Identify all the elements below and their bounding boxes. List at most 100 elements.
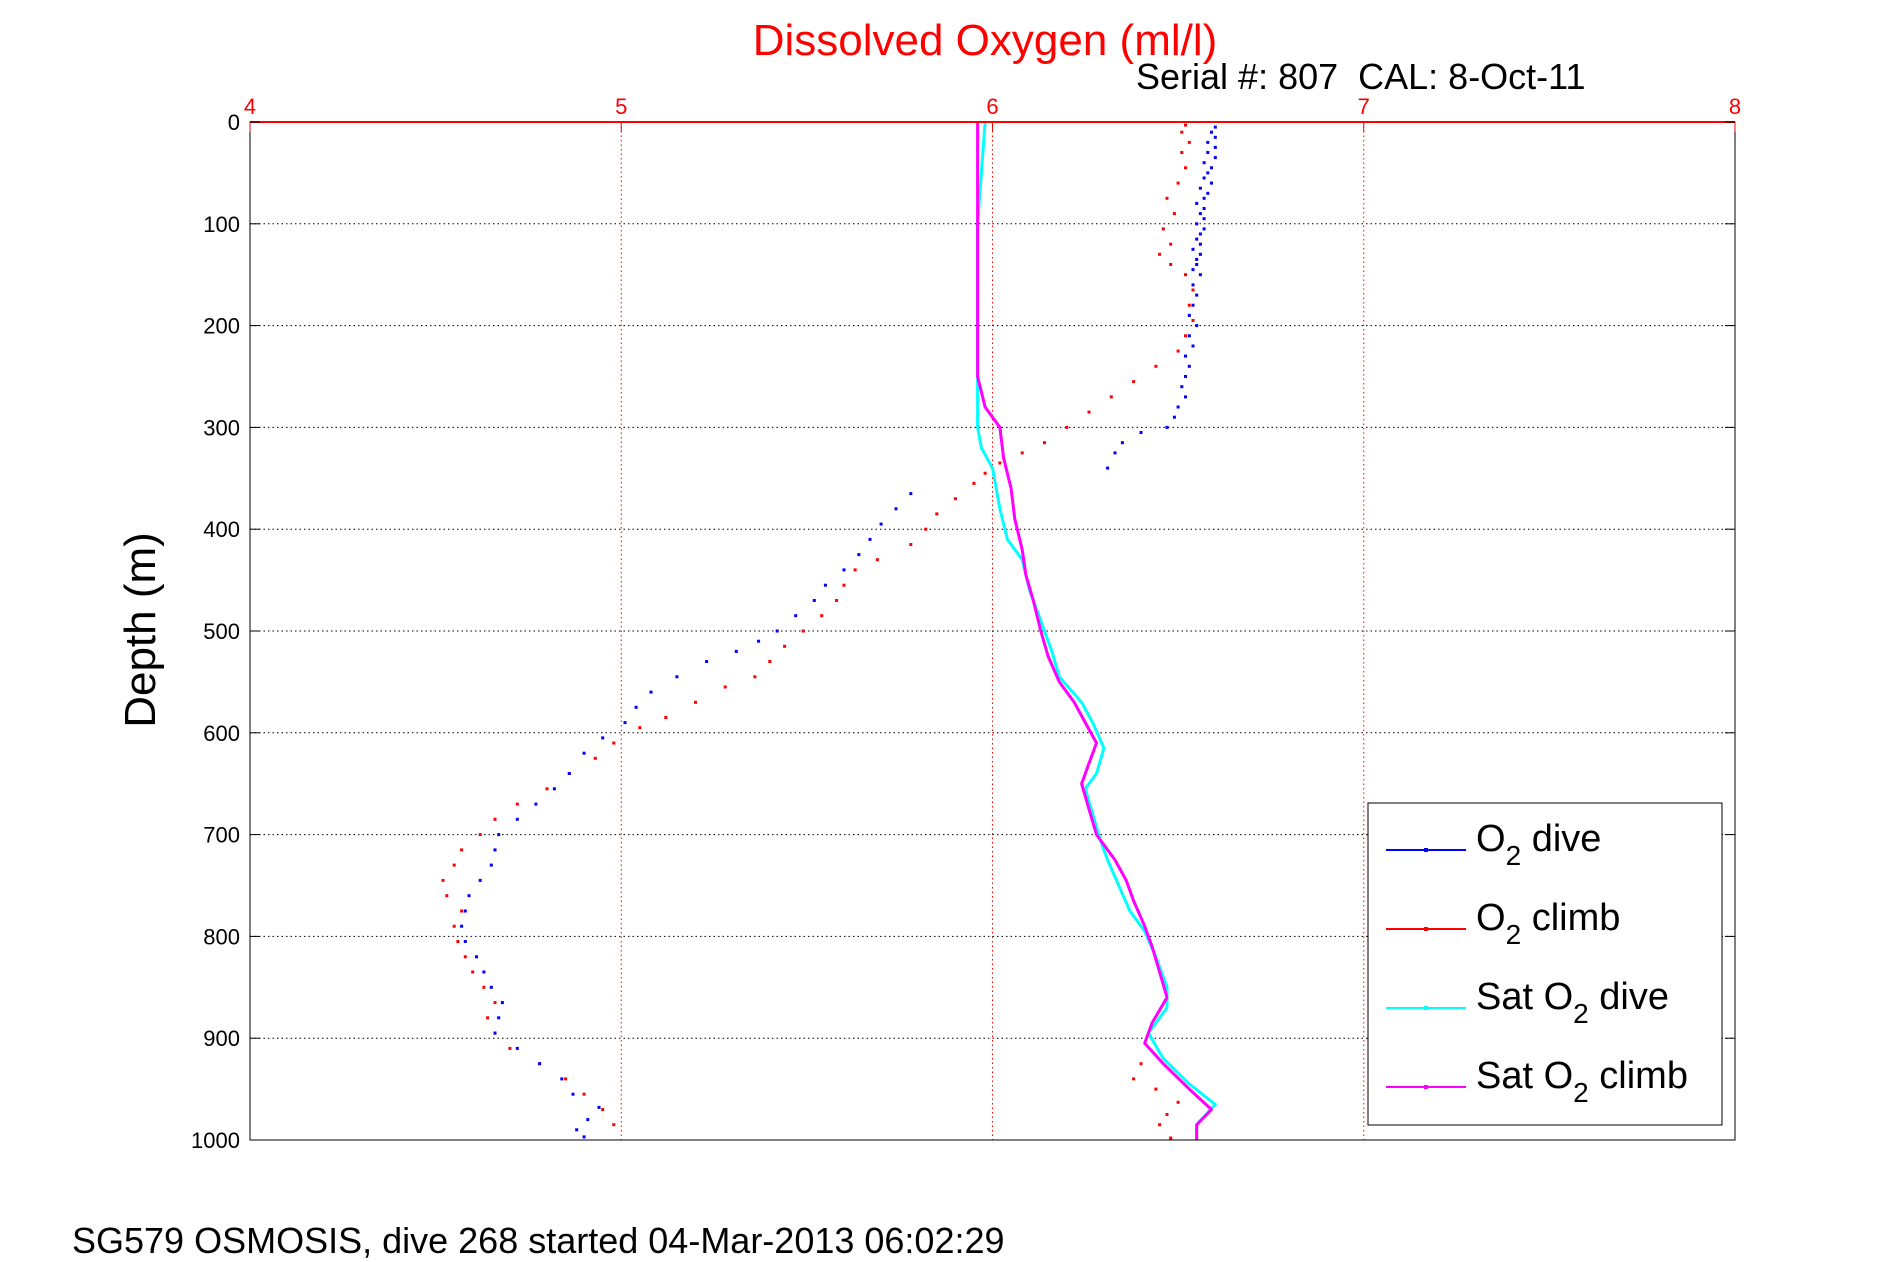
point-o2-climb-35 bbox=[694, 700, 697, 704]
point-o2-dive-6 bbox=[1213, 156, 1217, 160]
point-o2-dive-63 bbox=[649, 690, 653, 694]
point-o2-dive-28 bbox=[1191, 268, 1195, 272]
x-tick-label-2: 6 bbox=[986, 94, 998, 119]
point-o2-climb-28 bbox=[515, 802, 519, 806]
point-o2-dive-62 bbox=[675, 675, 679, 679]
point-o2-dive-85 bbox=[493, 1031, 497, 1035]
point-o2-climb-33 bbox=[638, 726, 642, 730]
point-o2-dive-61 bbox=[705, 660, 709, 663]
point-o2-climb-45 bbox=[875, 558, 879, 562]
legend-marker-sat-dive bbox=[1424, 1006, 1428, 1010]
point-o2-dive-2 bbox=[1213, 135, 1217, 139]
legend-label-sat-climb: Sat O2 climb bbox=[1476, 1055, 1688, 1108]
point-o2-dive-22 bbox=[1195, 237, 1199, 241]
point-o2-dive-30 bbox=[1191, 283, 1195, 287]
point-o2-climb-39 bbox=[783, 644, 787, 648]
point-o2-dive-25 bbox=[1198, 252, 1202, 256]
point-o2-climb-63 bbox=[1187, 303, 1191, 307]
point-o2-dive-26 bbox=[1195, 257, 1199, 261]
point-o2-climb-36 bbox=[723, 685, 727, 689]
point-o2-dive-65 bbox=[623, 721, 627, 725]
point-o2-dive-55 bbox=[823, 583, 827, 587]
point-o2-dive-50 bbox=[894, 507, 898, 511]
y-tick-label-10: 1000 bbox=[191, 1128, 240, 1153]
x-tick-label-3: 7 bbox=[1358, 94, 1370, 119]
point-o2-climb-16 bbox=[482, 985, 486, 989]
point-o2-climb-69 bbox=[1161, 227, 1165, 231]
point-o2-climb-49 bbox=[953, 497, 957, 501]
point-o2-climb-18 bbox=[463, 955, 467, 959]
point-o2-dive-48 bbox=[1106, 466, 1110, 470]
point-o2-dive-87 bbox=[538, 1062, 542, 1066]
point-o2-climb-47 bbox=[924, 527, 928, 531]
point-o2-dive-64 bbox=[634, 705, 638, 709]
point-o2-climb-68 bbox=[1169, 242, 1173, 246]
point-o2-dive-29 bbox=[1198, 273, 1202, 277]
point-o2-dive-89 bbox=[571, 1092, 575, 1096]
y-tick-label-1: 100 bbox=[203, 212, 240, 237]
line-sat-climb bbox=[976, 122, 1213, 1140]
point-o2-climb-70 bbox=[1172, 212, 1176, 216]
point-o2-climb-23 bbox=[441, 878, 445, 882]
point-o2-climb-74 bbox=[1180, 151, 1184, 154]
point-o2-dive-47 bbox=[1113, 451, 1117, 455]
point-o2-dive-17 bbox=[1198, 212, 1202, 216]
point-o2-dive-86 bbox=[515, 1046, 519, 1050]
point-o2-dive-52 bbox=[868, 537, 872, 541]
point-o2-climb-51 bbox=[983, 471, 987, 475]
point-o2-climb-40 bbox=[801, 629, 805, 633]
point-o2-dive-7 bbox=[1202, 161, 1206, 165]
point-o2-climb-15 bbox=[493, 1001, 497, 1005]
point-o2-climb-64 bbox=[1191, 288, 1195, 292]
y-tick-label-3: 300 bbox=[203, 415, 240, 440]
series-sat-climb bbox=[976, 122, 1213, 1140]
point-o2-climb-77 bbox=[1184, 123, 1187, 127]
point-o2-climb-56 bbox=[1087, 410, 1091, 414]
point-o2-climb-34 bbox=[664, 716, 668, 719]
point-o2-climb-48 bbox=[935, 512, 939, 516]
point-o2-climb-72 bbox=[1176, 181, 1180, 185]
point-o2-climb-14 bbox=[486, 1016, 490, 1020]
point-o2-climb-21 bbox=[460, 909, 464, 913]
point-o2-dive-3 bbox=[1206, 140, 1210, 144]
point-o2-dive-11 bbox=[1210, 181, 1213, 185]
point-o2-dive-81 bbox=[482, 970, 486, 974]
legend-marker-o2-dive bbox=[1424, 848, 1428, 852]
point-o2-climb-4 bbox=[1154, 1087, 1158, 1091]
point-o2-dive-5 bbox=[1206, 151, 1210, 154]
point-o2-dive-14 bbox=[1202, 196, 1206, 200]
point-o2-dive-20 bbox=[1202, 227, 1206, 231]
point-o2-climb-32 bbox=[612, 741, 616, 745]
point-o2-climb-12 bbox=[508, 1046, 512, 1050]
legend-marker-o2-climb bbox=[1424, 927, 1428, 931]
point-o2-climb-25 bbox=[460, 848, 464, 852]
point-o2-dive-76 bbox=[467, 894, 471, 898]
point-o2-dive-42 bbox=[1176, 405, 1180, 409]
point-o2-dive-53 bbox=[857, 553, 861, 557]
point-o2-dive-80 bbox=[475, 955, 478, 959]
point-o2-dive-46 bbox=[1120, 441, 1124, 445]
legend-marker-sat-climb bbox=[1424, 1085, 1428, 1089]
point-o2-dive-40 bbox=[1180, 385, 1184, 389]
point-o2-dive-58 bbox=[775, 629, 779, 633]
point-o2-dive-39 bbox=[1184, 375, 1187, 378]
point-o2-dive-69 bbox=[552, 787, 556, 791]
point-o2-climb-31 bbox=[593, 756, 597, 760]
point-o2-climb-55 bbox=[1065, 425, 1069, 429]
point-o2-climb-71 bbox=[1165, 196, 1169, 200]
point-o2-dive-36 bbox=[1191, 344, 1195, 348]
point-o2-climb-10 bbox=[564, 1077, 568, 1081]
point-o2-dive-91 bbox=[586, 1118, 590, 1122]
point-o2-climb-66 bbox=[1169, 263, 1173, 266]
point-o2-climb-76 bbox=[1180, 130, 1184, 134]
point-o2-dive-74 bbox=[489, 863, 493, 867]
series-layer bbox=[441, 121, 1217, 1140]
point-o2-climb-37 bbox=[753, 675, 757, 679]
legend-box bbox=[1367, 802, 1723, 1126]
dive-info-caption: SG579 OSMOSIS, dive 268 started 04-Mar-2… bbox=[72, 1220, 1005, 1261]
point-o2-climb-62 bbox=[1191, 319, 1195, 322]
point-o2-dive-57 bbox=[794, 614, 798, 618]
y-tick-label-2: 200 bbox=[203, 314, 240, 339]
point-o2-climb-65 bbox=[1184, 273, 1187, 277]
point-o2-climb-19 bbox=[456, 940, 460, 943]
